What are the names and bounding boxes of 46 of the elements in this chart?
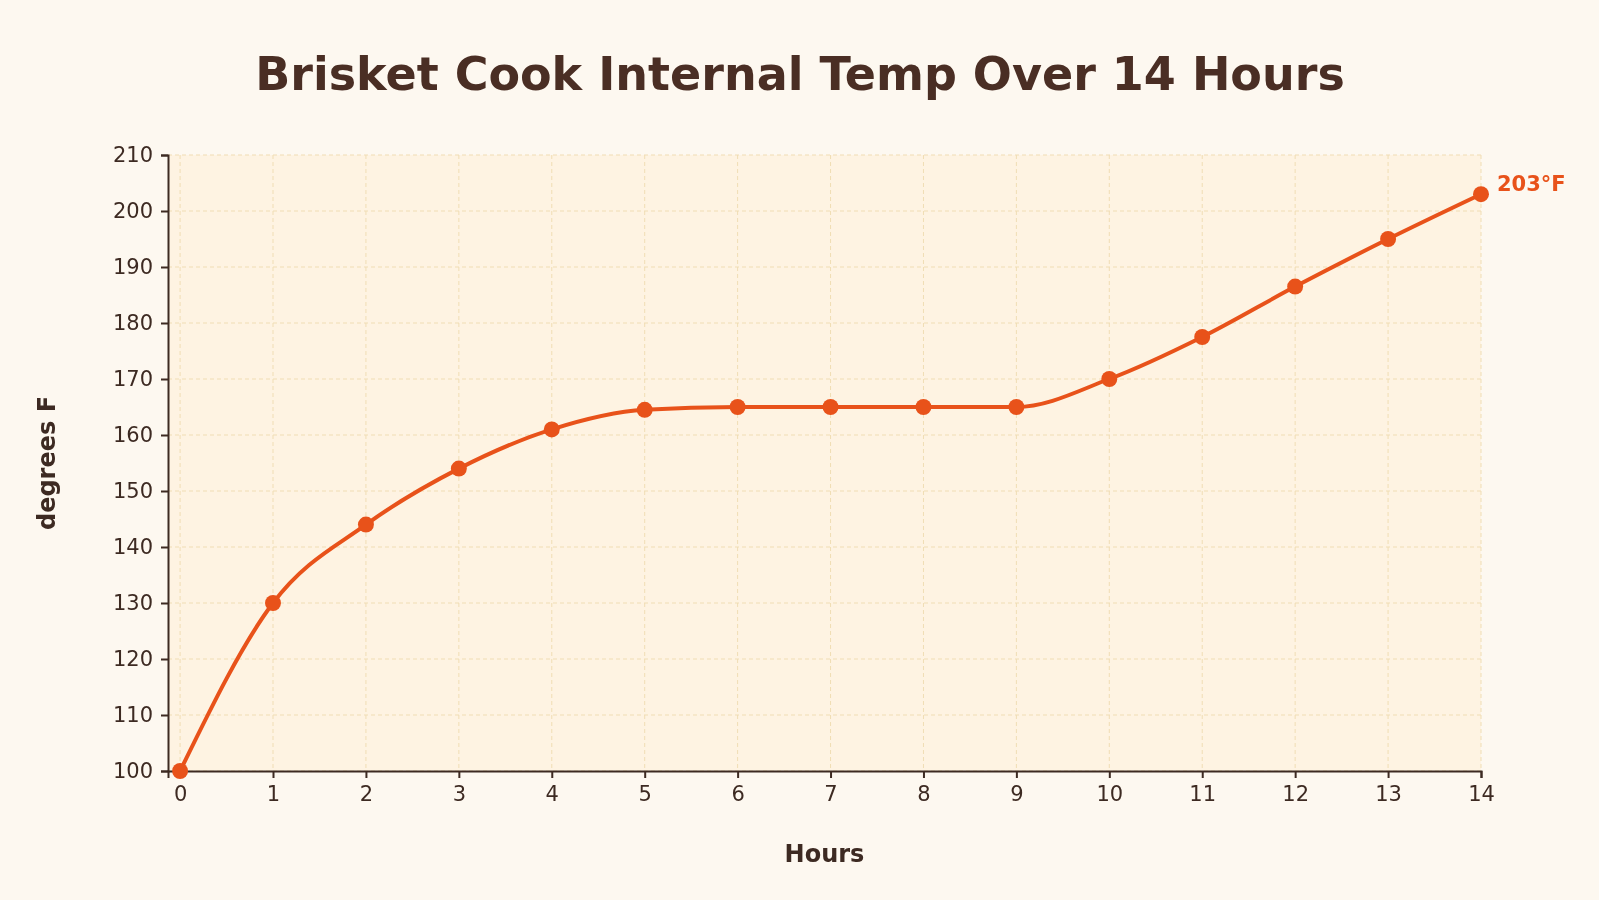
x-axis-title: Hours — [784, 840, 865, 868]
y-tick-label: 100 — [112, 759, 153, 784]
point — [172, 763, 189, 779]
point — [1380, 231, 1397, 247]
point — [265, 595, 281, 611]
point — [450, 460, 467, 477]
y-tick-label: 140 — [112, 535, 153, 560]
x-tick-label: 13 — [1375, 781, 1402, 806]
x-tick-label: 0 — [173, 781, 188, 806]
y-tick-label: 150 — [112, 479, 153, 504]
x-tick-label: 4 — [545, 781, 559, 806]
y-tick-label: 110 — [112, 703, 153, 728]
chart-title: Brisket Cook Internal Temp Over 14 Hours — [255, 47, 1345, 101]
point — [822, 399, 839, 415]
y-tick-label: 120 — [112, 647, 153, 672]
point — [1101, 371, 1118, 387]
x-tick-label: 1 — [266, 781, 281, 806]
y-tick-label: 170 — [112, 367, 153, 392]
x-tick-label: 12 — [1282, 781, 1310, 806]
point — [915, 399, 932, 415]
point — [729, 399, 746, 415]
x-tick-label: 5 — [638, 781, 652, 806]
point — [1473, 186, 1489, 203]
y-axis-title: degrees F — [33, 395, 61, 531]
point — [357, 516, 374, 533]
x-tick-label: 2 — [359, 781, 374, 806]
point — [1287, 278, 1304, 295]
point — [636, 401, 653, 418]
point — [543, 421, 560, 438]
x-tick-label: 7 — [824, 781, 838, 806]
y-tick-label: 130 — [112, 591, 153, 616]
y-tick-label: 200 — [112, 199, 153, 224]
x-tick-label: 14 — [1468, 781, 1495, 806]
x-tick-label: 6 — [731, 781, 745, 806]
x-tick-label: 9 — [1010, 781, 1024, 806]
point — [1194, 329, 1211, 345]
y-tick-label: 190 — [112, 255, 153, 280]
y-tick-label: 160 — [112, 423, 153, 448]
x-tick-label: 8 — [917, 781, 931, 806]
x-tick-label: 11 — [1189, 781, 1217, 806]
x-tick-label: 3 — [452, 781, 467, 806]
y-tick-label: 180 — [112, 311, 153, 336]
data-label: 203°F — [1497, 172, 1566, 197]
y-tick-label: 210 — [112, 143, 153, 168]
x-tick-label: 10 — [1096, 781, 1124, 806]
point — [1008, 399, 1025, 415]
